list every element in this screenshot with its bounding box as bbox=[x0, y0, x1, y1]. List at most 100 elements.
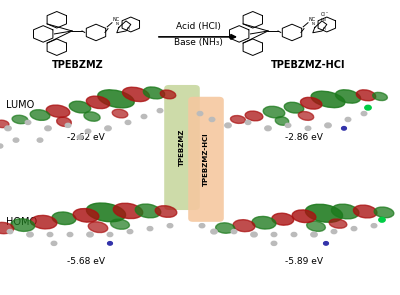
Circle shape bbox=[271, 232, 277, 237]
Circle shape bbox=[157, 109, 163, 113]
Circle shape bbox=[47, 232, 53, 237]
Ellipse shape bbox=[30, 110, 50, 120]
Ellipse shape bbox=[12, 115, 28, 124]
Ellipse shape bbox=[69, 101, 91, 113]
Ellipse shape bbox=[374, 207, 394, 218]
Circle shape bbox=[365, 105, 371, 110]
Ellipse shape bbox=[0, 120, 9, 128]
Ellipse shape bbox=[155, 206, 177, 217]
Text: -2.62 eV: -2.62 eV bbox=[67, 133, 105, 142]
Text: LUMO: LUMO bbox=[6, 100, 34, 110]
Circle shape bbox=[5, 126, 11, 131]
Circle shape bbox=[199, 224, 205, 228]
Text: Cl: Cl bbox=[321, 12, 326, 17]
Ellipse shape bbox=[46, 105, 70, 117]
Ellipse shape bbox=[86, 203, 126, 222]
Circle shape bbox=[141, 114, 147, 119]
Circle shape bbox=[265, 126, 271, 131]
Text: Base (NH₃): Base (NH₃) bbox=[174, 38, 222, 47]
Circle shape bbox=[361, 112, 367, 116]
Text: H: H bbox=[323, 27, 326, 31]
Circle shape bbox=[345, 117, 351, 122]
Text: -5.89 eV: -5.89 eV bbox=[285, 257, 323, 266]
Circle shape bbox=[127, 230, 133, 234]
Text: NC: NC bbox=[309, 17, 316, 22]
Text: TPEBZMZ: TPEBZMZ bbox=[52, 60, 104, 71]
Circle shape bbox=[285, 123, 291, 127]
Text: NC: NC bbox=[113, 17, 120, 22]
Circle shape bbox=[37, 138, 43, 142]
Circle shape bbox=[251, 232, 257, 237]
Ellipse shape bbox=[98, 90, 134, 108]
Ellipse shape bbox=[306, 204, 342, 222]
Circle shape bbox=[211, 229, 217, 234]
Circle shape bbox=[85, 129, 91, 133]
Ellipse shape bbox=[233, 220, 255, 232]
Ellipse shape bbox=[113, 203, 143, 219]
Ellipse shape bbox=[11, 219, 35, 231]
Circle shape bbox=[25, 120, 31, 124]
Ellipse shape bbox=[122, 87, 150, 101]
Ellipse shape bbox=[356, 90, 376, 101]
Circle shape bbox=[0, 144, 3, 148]
Circle shape bbox=[45, 126, 51, 131]
Circle shape bbox=[108, 242, 112, 245]
Ellipse shape bbox=[84, 112, 100, 121]
Ellipse shape bbox=[275, 117, 289, 125]
Ellipse shape bbox=[160, 90, 176, 99]
Ellipse shape bbox=[135, 204, 161, 218]
Ellipse shape bbox=[354, 205, 377, 218]
Text: -5.68 eV: -5.68 eV bbox=[67, 257, 105, 266]
Circle shape bbox=[13, 138, 19, 142]
Ellipse shape bbox=[329, 219, 347, 228]
Circle shape bbox=[147, 227, 153, 231]
Circle shape bbox=[371, 224, 377, 228]
Circle shape bbox=[197, 112, 203, 116]
Text: Acid (HCl): Acid (HCl) bbox=[176, 22, 220, 31]
Circle shape bbox=[324, 242, 328, 245]
Ellipse shape bbox=[57, 117, 71, 127]
Ellipse shape bbox=[300, 97, 322, 109]
Ellipse shape bbox=[31, 215, 57, 229]
Ellipse shape bbox=[112, 109, 128, 118]
Circle shape bbox=[271, 241, 277, 245]
Circle shape bbox=[107, 232, 113, 237]
Ellipse shape bbox=[263, 106, 285, 118]
Text: N: N bbox=[312, 22, 315, 27]
Circle shape bbox=[231, 230, 237, 234]
Circle shape bbox=[65, 123, 71, 127]
Circle shape bbox=[331, 230, 337, 234]
Text: TPEBZMZ: TPEBZMZ bbox=[179, 129, 185, 166]
Circle shape bbox=[77, 135, 83, 139]
Text: TPEBZMZ-HCl: TPEBZMZ-HCl bbox=[203, 132, 209, 186]
Text: N: N bbox=[116, 22, 119, 27]
Ellipse shape bbox=[110, 219, 130, 229]
FancyBboxPatch shape bbox=[164, 85, 200, 210]
Circle shape bbox=[167, 224, 173, 228]
Ellipse shape bbox=[0, 222, 14, 234]
Ellipse shape bbox=[216, 223, 235, 233]
Ellipse shape bbox=[272, 213, 294, 225]
Circle shape bbox=[325, 123, 331, 128]
Circle shape bbox=[379, 217, 385, 222]
Circle shape bbox=[225, 123, 231, 128]
Ellipse shape bbox=[292, 210, 316, 222]
Circle shape bbox=[291, 232, 297, 237]
Ellipse shape bbox=[307, 221, 325, 231]
Ellipse shape bbox=[52, 212, 76, 224]
Ellipse shape bbox=[336, 90, 360, 103]
Ellipse shape bbox=[252, 217, 276, 229]
Circle shape bbox=[305, 126, 311, 130]
Ellipse shape bbox=[332, 204, 359, 219]
Circle shape bbox=[105, 126, 111, 131]
Circle shape bbox=[7, 230, 13, 234]
Text: TPEBZMZ-HCl: TPEBZMZ-HCl bbox=[271, 60, 345, 71]
Ellipse shape bbox=[86, 96, 110, 109]
Ellipse shape bbox=[143, 87, 165, 99]
Ellipse shape bbox=[88, 222, 108, 232]
Circle shape bbox=[27, 232, 33, 237]
Ellipse shape bbox=[230, 116, 246, 123]
Circle shape bbox=[311, 232, 317, 237]
Circle shape bbox=[51, 241, 57, 245]
Circle shape bbox=[67, 232, 73, 237]
